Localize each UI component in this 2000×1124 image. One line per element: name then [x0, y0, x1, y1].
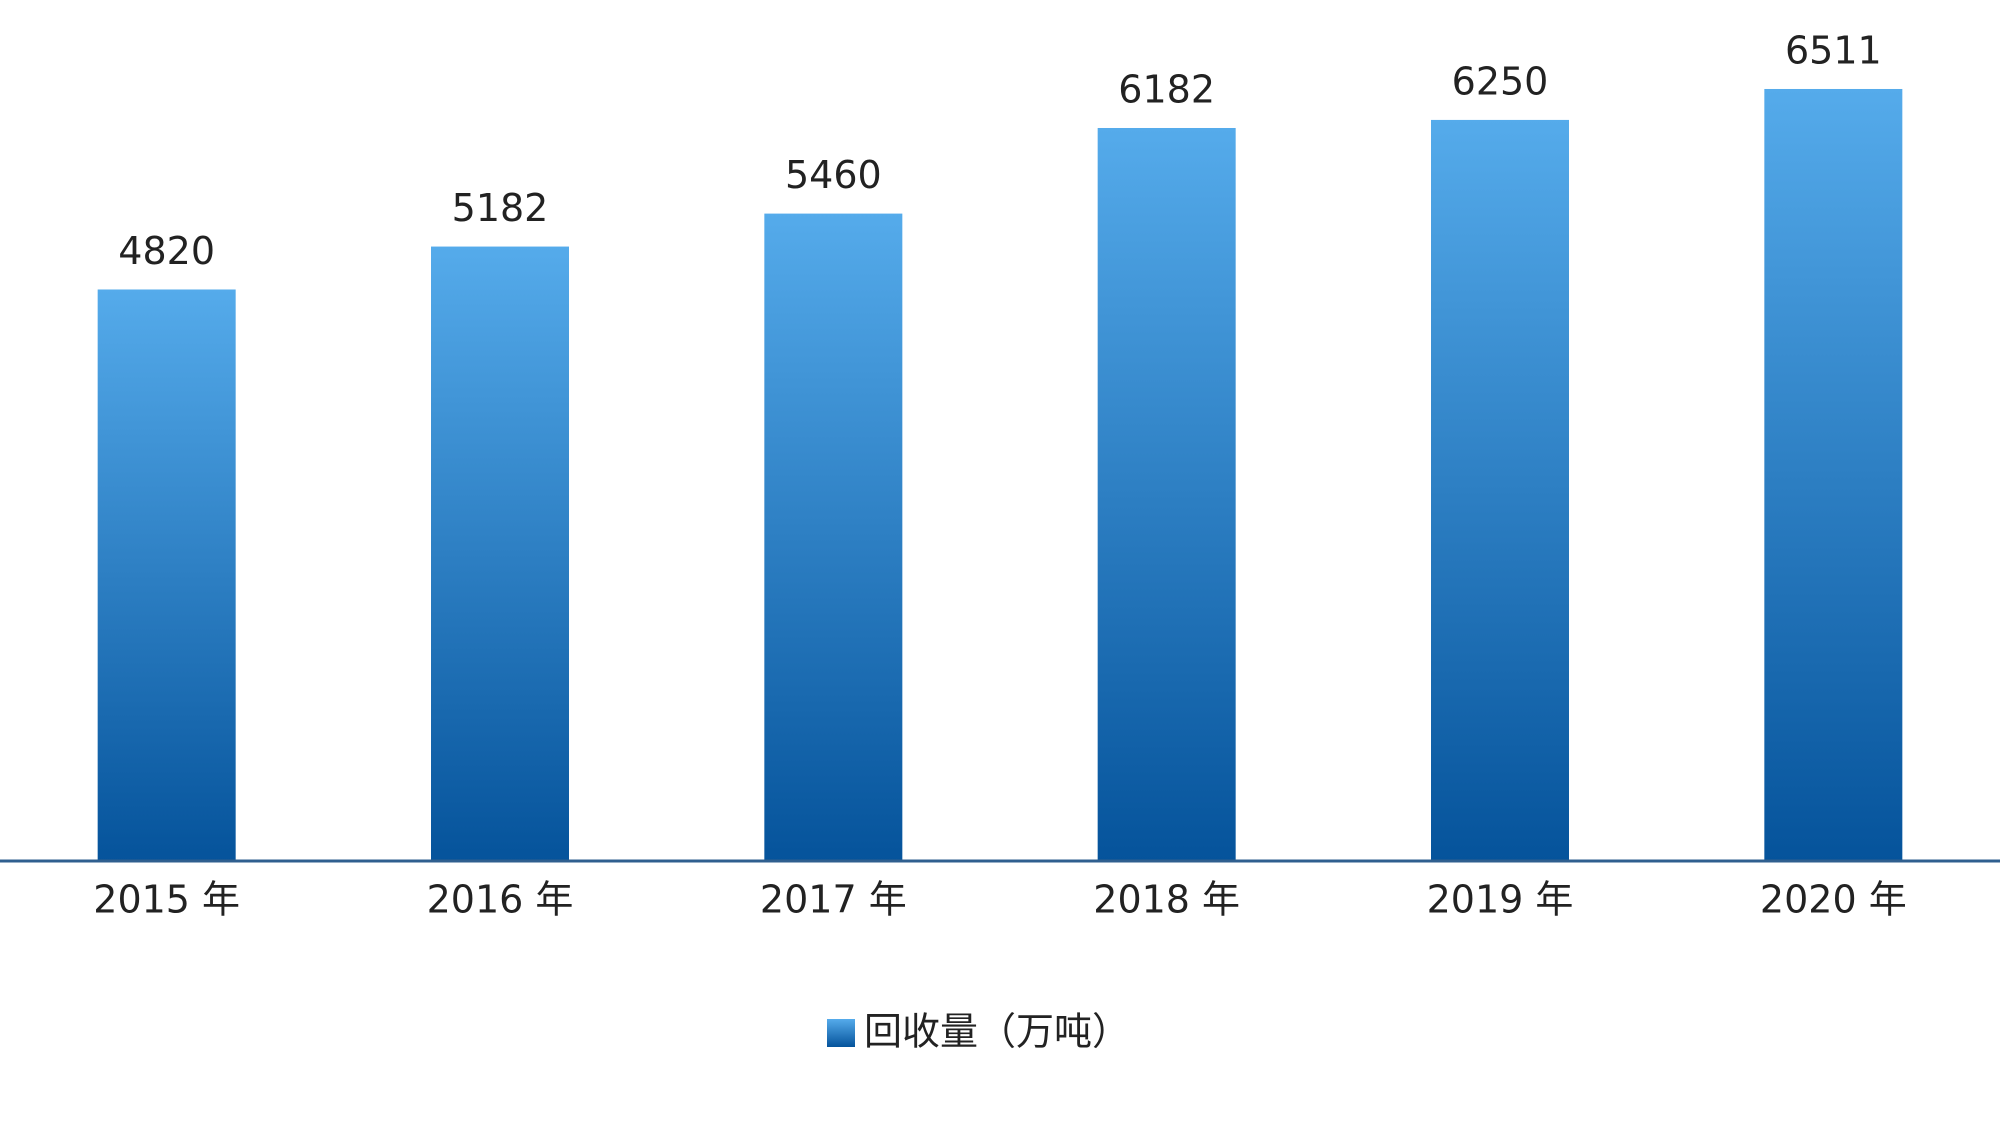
data-label: 4820: [118, 229, 215, 273]
x-tick-label: 2020 年: [1760, 878, 1907, 922]
x-tick-label: 2017 年: [760, 878, 907, 922]
legend-label: 回收量（万吨）: [864, 1010, 1130, 1054]
bar: [97, 289, 236, 861]
legend-swatch: [827, 1019, 855, 1047]
x-tick-label: 2016 年: [427, 878, 574, 922]
bar: [1431, 119, 1569, 861]
x-tick-label: 2019 年: [1427, 878, 1574, 922]
bar: [1764, 88, 1903, 861]
bar: [1097, 127, 1236, 861]
data-label: 6182: [1118, 67, 1215, 111]
data-label: 5460: [785, 153, 882, 197]
data-label: 6250: [1452, 59, 1549, 103]
data-label: 5182: [452, 186, 549, 230]
bar: [764, 213, 903, 862]
data-label: 6511: [1785, 28, 1882, 72]
x-tick-label: 2015 年: [93, 878, 240, 922]
x-tick-label: 2018 年: [1093, 878, 1240, 922]
bar: [431, 246, 569, 861]
